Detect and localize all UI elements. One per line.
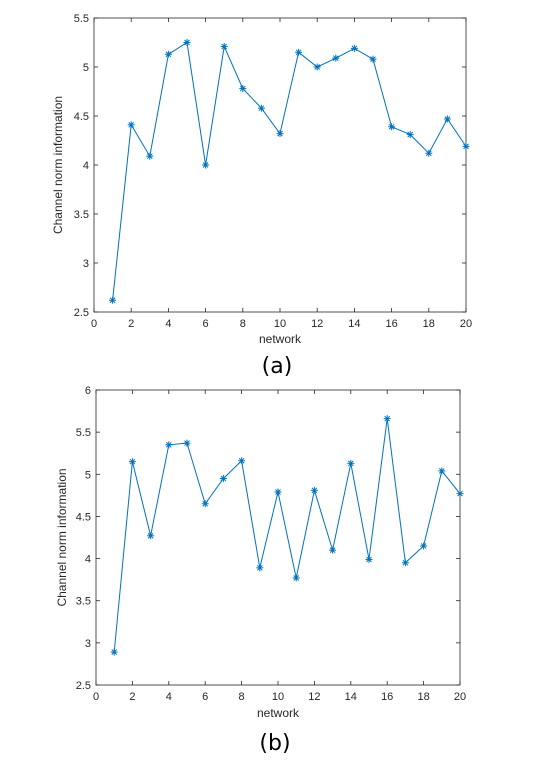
data-point [220, 42, 228, 50]
data-point [164, 50, 172, 58]
data-point [383, 415, 391, 423]
x-tick-label: 8 [240, 318, 246, 330]
x-tick-label: 10 [274, 318, 286, 330]
x-tick-label: 16 [381, 691, 393, 703]
data-point [183, 439, 191, 447]
data-point [420, 542, 428, 550]
data-point [256, 564, 264, 572]
x-tick-label: 16 [385, 318, 397, 330]
y-tick-label: 5.5 [74, 13, 89, 25]
x-tick-label: 14 [345, 691, 357, 703]
figure-caption: (a) [262, 354, 293, 379]
axes-box [95, 389, 461, 686]
x-tick-label: 18 [417, 691, 429, 703]
x-tick-label: 20 [460, 318, 472, 330]
data-point [127, 121, 135, 129]
y-tick-label: 2.5 [76, 680, 91, 692]
y-tick-label: 3 [83, 258, 89, 270]
x-tick-label: 6 [202, 691, 208, 703]
y-tick-label: 3.5 [74, 209, 89, 221]
chart-panel-b: 0 2 4 6 8 10 12 14 16 18 20 2.5 3 3.5 4 4.5 5 5.5 6 network… [55, 385, 466, 756]
data-point [292, 574, 300, 582]
y-tick-label: 4 [83, 160, 89, 172]
x-tick-label: 18 [423, 318, 435, 330]
y-axis-label: Channel norm information [51, 96, 65, 234]
y-tick-label: 4.5 [74, 111, 89, 123]
data-point [369, 55, 377, 63]
data-point [295, 48, 303, 56]
y-tick-label: 5 [83, 62, 89, 74]
data-point [257, 104, 265, 112]
data-point [147, 532, 155, 540]
x-tick-label: 10 [272, 691, 284, 703]
data-point [146, 152, 154, 160]
x-tick-label: 12 [308, 691, 320, 703]
y-tick-label: 5 [85, 469, 91, 481]
y-axis-label: Channel norm information [55, 468, 69, 606]
data-point [425, 149, 433, 157]
data-point [219, 475, 227, 482]
data-point [238, 457, 246, 465]
data-point [128, 458, 136, 466]
data-point [239, 85, 247, 93]
axes-box [93, 17, 467, 313]
data-point [165, 441, 173, 449]
data-point [462, 142, 470, 150]
x-tick-label: 2 [129, 691, 135, 703]
figure-caption: (b) [259, 731, 290, 756]
data-point [310, 486, 318, 494]
x-tick-label: 0 [93, 691, 99, 703]
data-point [201, 500, 209, 508]
x-tick-label: 6 [203, 318, 209, 330]
data-point [456, 490, 464, 498]
data-point [443, 115, 451, 123]
x-tick-label: 14 [348, 318, 360, 330]
y-tick-label: 4.5 [76, 511, 91, 523]
data-point [274, 488, 282, 496]
data-point [438, 467, 446, 475]
data-point [350, 44, 358, 52]
x-tick-label: 4 [166, 691, 172, 703]
x-axis-label: network [259, 332, 302, 346]
data-point [202, 161, 210, 169]
series-line [112, 41, 467, 301]
y-tick-label: 5.5 [76, 427, 91, 439]
x-axis-label: network [257, 706, 300, 720]
data-point [332, 54, 340, 62]
y-tick-label: 3.5 [76, 596, 91, 608]
x-tick-label: 20 [454, 691, 466, 703]
data-point [406, 131, 414, 139]
chart-panel-a: 0 2 4 6 8 10 12 14 16 18 20 2.5 3 3.5 4 4.5 5 5.5 network C… [51, 13, 472, 379]
y-tick-label: 4 [85, 554, 91, 566]
data-point [110, 648, 118, 656]
data-point [276, 130, 284, 138]
y-tick-label: 3 [85, 638, 91, 650]
data-point [183, 39, 191, 46]
data-point [313, 63, 321, 71]
data-point [388, 123, 396, 131]
data-point [365, 555, 373, 563]
data-point [347, 459, 355, 467]
x-tick-label: 8 [239, 691, 245, 703]
y-tick-label: 6 [85, 385, 91, 397]
data-point [329, 546, 337, 554]
x-tick-label: 12 [311, 318, 323, 330]
data-point [109, 296, 117, 304]
y-tick-label: 2.5 [74, 307, 89, 319]
x-tick-label: 0 [91, 318, 97, 330]
x-tick-label: 4 [165, 318, 171, 330]
data-point [401, 559, 409, 567]
x-tick-label: 2 [128, 318, 134, 330]
